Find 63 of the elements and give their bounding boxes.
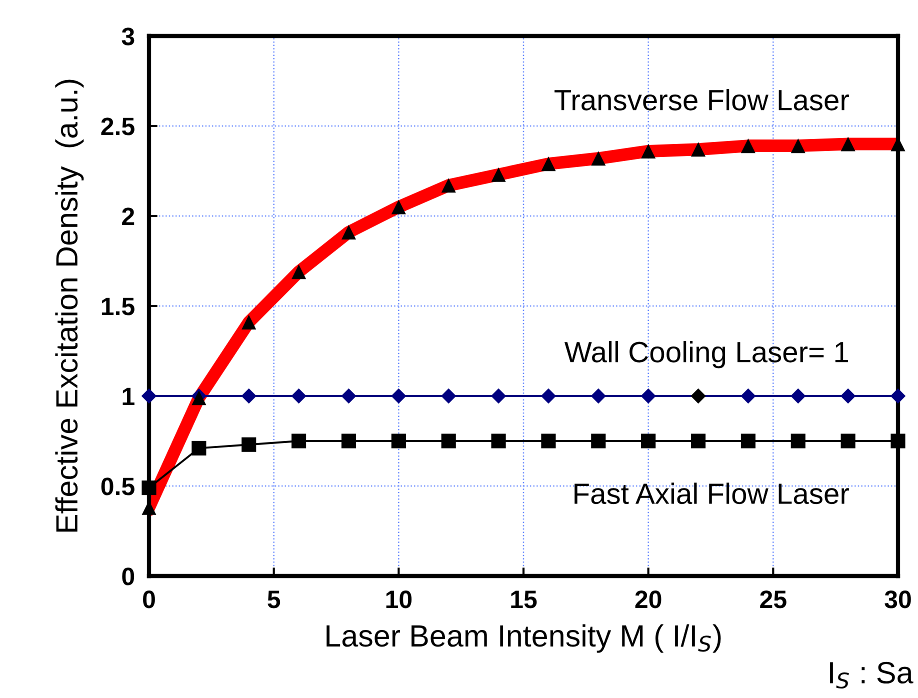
point <box>840 434 856 448</box>
point <box>491 167 506 182</box>
point <box>441 178 456 193</box>
y-tick-label: 2.5 <box>101 118 134 136</box>
x-tick-label: 30 <box>884 590 911 608</box>
point <box>641 434 656 448</box>
point <box>591 434 606 448</box>
point <box>441 434 456 448</box>
point <box>491 434 506 448</box>
point <box>640 388 656 404</box>
point <box>291 388 306 404</box>
point <box>192 440 206 456</box>
y-axis-title: Effective Excitation Density (a.u.) <box>55 80 84 532</box>
point <box>242 314 256 330</box>
x-tick-label: 20 <box>635 590 662 608</box>
point <box>740 434 756 448</box>
y-tick-label: 3 <box>122 28 134 46</box>
series-label: Wall Cooling Laser= 1 <box>564 341 848 368</box>
y-tick-label: 1 <box>122 388 134 406</box>
point <box>890 434 906 448</box>
point <box>740 388 756 404</box>
point <box>292 264 306 280</box>
point <box>141 388 157 404</box>
point <box>840 388 856 404</box>
y-tick-label: 0.5 <box>101 478 134 496</box>
point <box>391 200 406 214</box>
series-label: Transverse Flow Laser <box>554 89 849 110</box>
point <box>341 224 356 240</box>
point <box>690 142 706 157</box>
point <box>690 434 706 448</box>
point <box>541 434 556 448</box>
point <box>391 388 406 404</box>
point <box>840 136 856 152</box>
series-label: Fast Axial Flow Laser <box>574 482 849 504</box>
point <box>890 388 906 404</box>
x-tick-label: 10 <box>386 590 412 608</box>
point <box>341 388 356 404</box>
point <box>790 434 806 448</box>
point <box>790 388 806 404</box>
y-tick-label: 0 <box>122 568 134 586</box>
text: I$_{S}$ : Sa <box>830 662 914 689</box>
point <box>440 388 456 404</box>
y-tick-label: 1.5 <box>102 298 134 316</box>
point <box>241 388 256 404</box>
point <box>490 388 506 404</box>
point <box>641 144 656 158</box>
point <box>740 138 756 154</box>
x-axis-title: Laser Beam Intensity M ( I/I$_{S}$) <box>326 624 721 653</box>
x-tick-label: 25 <box>760 590 786 608</box>
point <box>541 156 556 172</box>
x-tick-label: 0 <box>143 590 155 608</box>
point <box>540 388 556 404</box>
point <box>341 434 356 448</box>
point <box>242 437 256 452</box>
point <box>790 138 806 154</box>
x-tick-label: 5 <box>268 590 280 608</box>
point <box>590 388 606 404</box>
point <box>591 151 606 166</box>
point <box>391 434 406 448</box>
point <box>292 434 306 448</box>
point <box>142 480 156 496</box>
x-tick-label: 15 <box>511 590 537 608</box>
y-tick-label: 2 <box>122 208 134 226</box>
